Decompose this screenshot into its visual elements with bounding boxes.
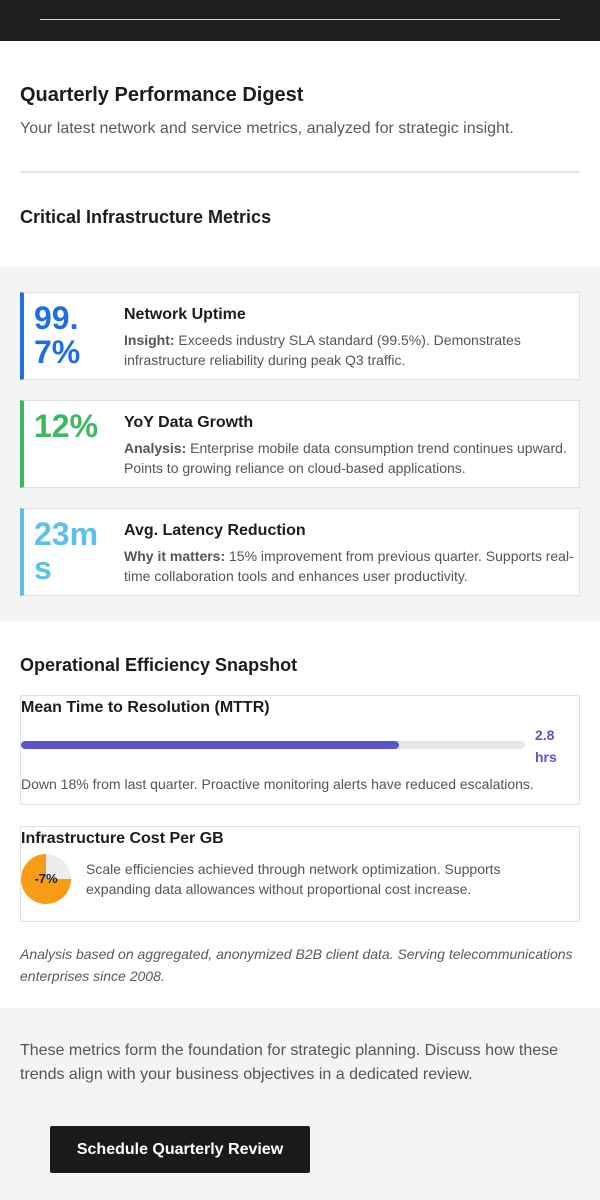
cta-text: These metrics form the foundation for st…: [20, 1042, 559, 1083]
metric-title: Network Uptime: [124, 306, 246, 323]
metric-value: 23ms: [34, 516, 99, 586]
metric-title: YoY Data Growth: [124, 414, 254, 431]
banner-rule: [40, 19, 560, 20]
cost-description: Scale efficiencies achieved through netw…: [86, 861, 501, 897]
efficiency-heading: Operational Efficiency Snapshot: [20, 655, 298, 675]
footnote: Analysis based on aggregated, anonymized…: [20, 946, 573, 984]
metric-card-uptime: 99.7% Network Uptime Insight: Exceeds in…: [20, 292, 580, 380]
metric-lead: Insight:: [124, 332, 175, 348]
mttr-title: Mean Time to Resolution (MTTR): [21, 699, 270, 716]
metric-card-data-growth: 12% YoY Data Growth Analysis: Enterprise…: [20, 400, 580, 488]
metric-text: Enterprise mobile data consumption trend…: [124, 440, 567, 476]
metric-description: Insight: Exceeds industry SLA standard (…: [124, 330, 574, 370]
mttr-progress-track: [21, 741, 525, 749]
cost-card: Infrastructure Cost Per GB -7% Scale eff…: [20, 826, 580, 922]
metric-description: Analysis: Enterprise mobile data consump…: [124, 438, 574, 478]
schedule-review-button[interactable]: Schedule Quarterly Review: [50, 1126, 310, 1173]
critical-metrics-heading: Critical Infrastructure Metrics: [20, 207, 272, 227]
mttr-value: 2.8 hrs: [535, 727, 557, 765]
metric-lead: Why it matters:: [124, 548, 226, 564]
mttr-progress-fill: [21, 741, 399, 749]
mttr-card: Mean Time to Resolution (MTTR) 2.8 hrs D…: [20, 695, 580, 805]
mttr-description: Down 18% from last quarter. Proactive mo…: [21, 776, 534, 792]
page-subtitle: Your latest network and service metrics,…: [20, 120, 514, 137]
metric-value: 12%: [34, 408, 99, 444]
page-title: Quarterly Performance Digest: [20, 84, 304, 106]
metrics-panel: 99.7% Network Uptime Insight: Exceeds in…: [0, 267, 600, 621]
cost-pie-chart: [21, 854, 71, 904]
metric-card-latency: 23ms Avg. Latency Reduction Why it matte…: [20, 508, 580, 596]
metric-text: Exceeds industry SLA standard (99.5%). D…: [124, 332, 521, 368]
metric-description: Why it matters: 15% improvement from pre…: [124, 546, 574, 586]
metric-text: 15% improvement from previous quarter. S…: [124, 548, 574, 584]
cost-value: -7%: [34, 871, 58, 886]
metric-value: 99.7%: [34, 300, 81, 370]
cost-title: Infrastructure Cost Per GB: [21, 830, 224, 847]
top-banner: [0, 0, 600, 41]
section-divider: [20, 171, 580, 173]
metric-lead: Analysis:: [124, 440, 187, 456]
metric-title: Avg. Latency Reduction: [124, 522, 306, 539]
intro-section: Quarterly Performance Digest Your latest…: [20, 82, 580, 140]
